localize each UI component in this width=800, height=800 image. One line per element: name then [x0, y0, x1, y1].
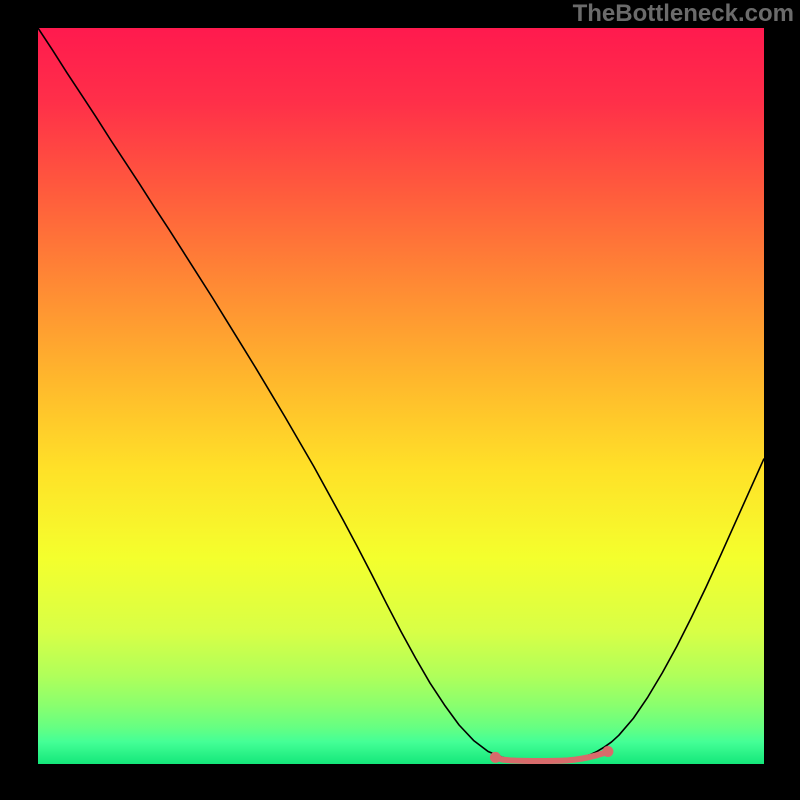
- chart-plot-area: [38, 28, 764, 764]
- figure-root: TheBottleneck.com: [0, 0, 800, 800]
- watermark-text: TheBottleneck.com: [573, 0, 794, 28]
- highlight-end-marker: [602, 746, 613, 757]
- highlight-start-marker: [490, 752, 501, 763]
- chart-background: [38, 28, 764, 764]
